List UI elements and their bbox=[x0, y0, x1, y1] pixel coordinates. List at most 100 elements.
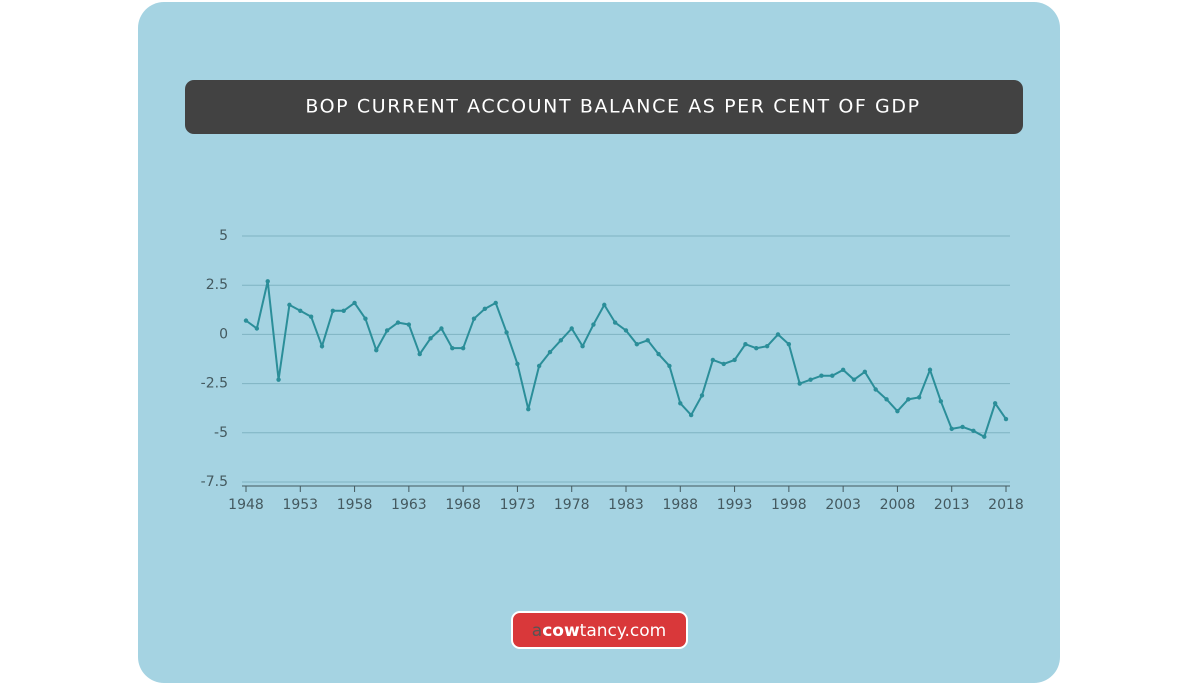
x-tick-label: 1978 bbox=[554, 497, 590, 513]
x-tick-label: 1953 bbox=[282, 497, 318, 513]
logo-rest: tancy.com bbox=[580, 621, 667, 641]
data-point bbox=[678, 401, 683, 406]
y-tick-label: 5 bbox=[219, 228, 228, 244]
data-point bbox=[526, 406, 531, 412]
data-point bbox=[971, 428, 976, 434]
data-point bbox=[319, 344, 325, 349]
chart-title: BOP CURRENT ACCOUNT BALANCE AS PER CENT … bbox=[305, 96, 920, 118]
data-point bbox=[623, 328, 629, 333]
x-tick-label: 2003 bbox=[825, 497, 861, 513]
data-point bbox=[460, 345, 466, 351]
data-point bbox=[699, 393, 705, 398]
data-point bbox=[667, 363, 672, 369]
data-point bbox=[982, 434, 987, 439]
data-point bbox=[395, 320, 401, 325]
data-point bbox=[384, 328, 390, 333]
data-point bbox=[862, 369, 868, 374]
x-tick-label: 1998 bbox=[771, 497, 807, 513]
data-point bbox=[515, 361, 520, 367]
data-point bbox=[417, 351, 422, 357]
y-tick-label: -5 bbox=[214, 425, 228, 441]
data-point bbox=[352, 300, 357, 306]
data-point bbox=[265, 279, 270, 284]
data-point bbox=[840, 367, 846, 373]
data-point bbox=[254, 326, 260, 331]
data-point bbox=[764, 344, 770, 349]
data-point bbox=[536, 363, 542, 369]
x-tick-label: 2013 bbox=[934, 497, 970, 513]
data-point bbox=[884, 397, 889, 402]
data-point bbox=[428, 336, 433, 341]
data-point bbox=[504, 330, 509, 335]
data-point bbox=[558, 338, 564, 343]
data-point bbox=[830, 373, 835, 378]
data-point bbox=[243, 318, 249, 323]
data-point bbox=[580, 344, 585, 349]
data-point bbox=[330, 308, 336, 313]
y-tick-label: 0 bbox=[219, 326, 228, 342]
data-point bbox=[786, 342, 792, 347]
data-point bbox=[873, 387, 878, 392]
data-point bbox=[308, 314, 314, 319]
data-point bbox=[482, 306, 488, 312]
data-point bbox=[797, 381, 802, 386]
data-point bbox=[374, 347, 379, 353]
data-point bbox=[916, 395, 922, 400]
data-point bbox=[471, 316, 477, 321]
data-point bbox=[895, 408, 900, 414]
x-tick-label: 1988 bbox=[662, 497, 698, 513]
data-point bbox=[992, 401, 998, 406]
data-point bbox=[721, 361, 726, 367]
data-point bbox=[732, 357, 737, 363]
data-point bbox=[710, 357, 716, 363]
data-point bbox=[927, 367, 933, 373]
data-point bbox=[547, 349, 553, 355]
data-point bbox=[743, 342, 748, 347]
x-tick-label: 1968 bbox=[445, 497, 481, 513]
data-point bbox=[591, 322, 596, 327]
data-point bbox=[450, 345, 455, 351]
y-tick-label: -2.5 bbox=[201, 376, 228, 392]
data-point bbox=[602, 302, 607, 308]
data-point bbox=[363, 316, 368, 321]
data-point bbox=[406, 322, 412, 327]
data-point bbox=[439, 326, 444, 331]
x-tick-label: 1963 bbox=[391, 497, 427, 513]
data-point bbox=[808, 377, 813, 382]
data-point bbox=[276, 377, 281, 382]
data-point bbox=[287, 302, 292, 308]
data-point bbox=[493, 300, 498, 306]
x-tick-label: 1993 bbox=[717, 497, 753, 513]
data-point bbox=[688, 412, 694, 418]
x-tick-label: 1973 bbox=[500, 497, 536, 513]
data-point bbox=[851, 377, 857, 382]
logo-button[interactable] bbox=[511, 611, 688, 649]
y-tick-label: -7.5 bbox=[201, 474, 228, 490]
data-point bbox=[819, 373, 824, 378]
title-bar bbox=[185, 80, 1023, 134]
data-point bbox=[645, 338, 650, 343]
data-point bbox=[949, 426, 954, 432]
x-tick-label: 2018 bbox=[988, 497, 1024, 513]
logo[interactable]: acowtancy.com bbox=[532, 621, 666, 641]
data-point bbox=[906, 397, 911, 402]
data-point bbox=[938, 399, 944, 404]
data-point bbox=[634, 342, 640, 347]
data-point bbox=[1003, 416, 1009, 422]
data-point bbox=[569, 326, 574, 331]
data-point bbox=[960, 424, 965, 430]
x-tick-label: 1983 bbox=[608, 497, 644, 513]
y-tick-label: 2.5 bbox=[206, 277, 228, 293]
data-point bbox=[341, 308, 346, 313]
data-point bbox=[754, 345, 759, 351]
x-tick-label: 2008 bbox=[880, 497, 916, 513]
card bbox=[138, 2, 1060, 683]
logo-a: a bbox=[532, 621, 542, 641]
data-point bbox=[656, 351, 661, 357]
x-tick-label: 1948 bbox=[228, 497, 264, 513]
data-point bbox=[298, 308, 303, 313]
x-tick-label: 1958 bbox=[337, 497, 373, 513]
logo-cow: cow bbox=[542, 621, 580, 641]
